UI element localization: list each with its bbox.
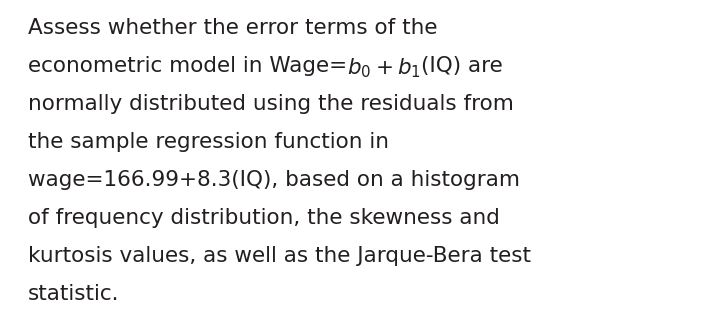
Text: normally distributed using the residuals from: normally distributed using the residuals… (28, 94, 514, 114)
Text: Assess whether the error terms of the: Assess whether the error terms of the (28, 18, 438, 38)
Text: (IQ) are: (IQ) are (421, 56, 503, 76)
Text: the sample regression function in: the sample regression function in (28, 132, 389, 152)
Text: kurtosis values, as well as the Jarque-Bera test: kurtosis values, as well as the Jarque-B… (28, 246, 531, 266)
Text: of frequency distribution, the skewness and: of frequency distribution, the skewness … (28, 208, 500, 228)
Text: $\mathit{b}_0+\mathit{b}_1$: $\mathit{b}_0+\mathit{b}_1$ (347, 56, 421, 80)
Text: wage=166.99+8.3(IQ), based on a histogram: wage=166.99+8.3(IQ), based on a histogra… (28, 170, 520, 190)
Text: econometric model in Wage=: econometric model in Wage= (28, 56, 347, 76)
Text: statistic.: statistic. (28, 284, 120, 304)
